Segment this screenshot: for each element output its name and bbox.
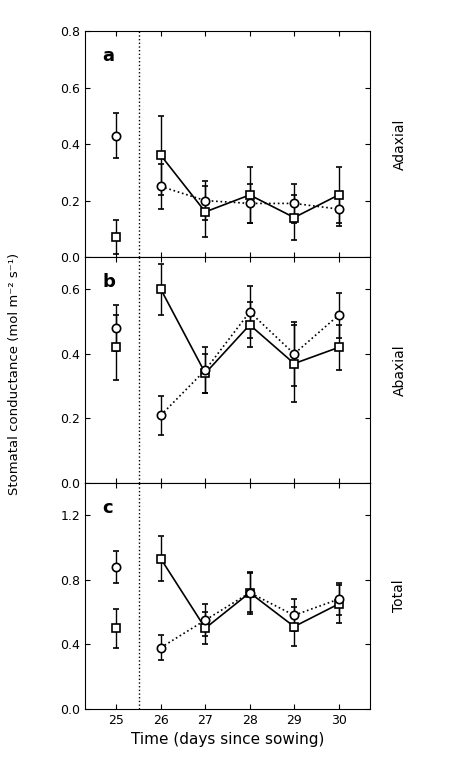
Text: b: b xyxy=(102,273,115,291)
Text: Abaxial: Abaxial xyxy=(392,344,407,396)
Text: Stomatal conductance (mol m⁻² s⁻¹): Stomatal conductance (mol m⁻² s⁻¹) xyxy=(8,253,21,495)
Text: a: a xyxy=(102,47,114,65)
Text: Total: Total xyxy=(392,580,407,612)
X-axis label: Time (days since sowing): Time (days since sowing) xyxy=(131,732,324,747)
Text: Adaxial: Adaxial xyxy=(392,118,407,170)
Text: c: c xyxy=(102,499,113,516)
